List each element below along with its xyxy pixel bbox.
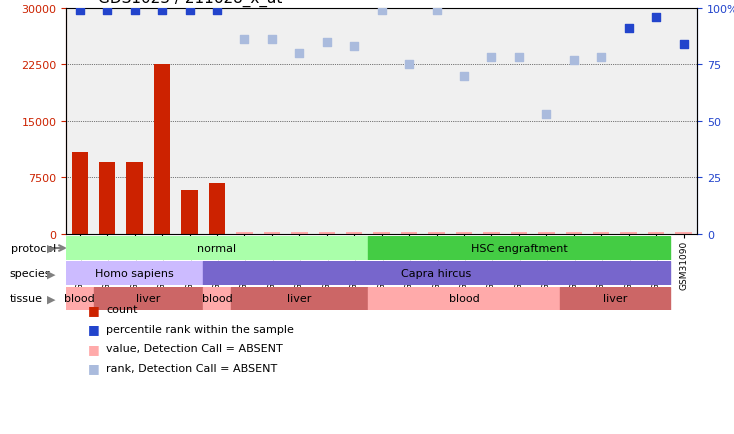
Point [239,37,250,44]
Bar [456,233,472,234]
Text: tissue: tissue [10,294,43,304]
Text: blood: blood [448,294,479,304]
Point [184,7,195,14]
FancyBboxPatch shape [66,237,368,260]
Text: ▶: ▶ [47,294,56,304]
FancyBboxPatch shape [368,237,670,260]
Point [513,55,525,62]
Point [211,7,223,14]
Text: ■: ■ [88,303,100,316]
FancyBboxPatch shape [66,287,93,311]
Bar [236,233,252,234]
Point [431,7,443,14]
Bar [71,153,88,234]
Text: blood: blood [65,294,95,304]
Bar [566,232,582,234]
Text: species: species [10,269,51,279]
Bar [648,233,664,234]
Point [266,37,277,44]
Text: ■: ■ [88,342,100,355]
Point [128,7,140,14]
Text: ■: ■ [88,322,100,335]
FancyBboxPatch shape [66,262,203,286]
Text: protocol: protocol [11,243,57,253]
Point [650,14,662,21]
Text: liver: liver [137,294,161,304]
Point [595,55,607,62]
FancyBboxPatch shape [230,287,368,311]
Text: liver: liver [287,294,311,304]
Text: ▶: ▶ [47,243,56,253]
Bar [264,233,280,234]
Point [403,62,415,69]
Text: percentile rank within the sample: percentile rank within the sample [106,324,294,334]
Point [568,57,580,64]
Bar [511,233,527,234]
Point [677,41,689,48]
Text: liver: liver [603,294,627,304]
Point [321,39,333,46]
Bar [401,233,418,234]
Point [156,7,168,14]
Text: count: count [106,305,138,314]
Point [294,50,305,57]
Bar [675,233,692,234]
Text: Homo sapiens: Homo sapiens [95,269,174,279]
Bar [593,233,609,234]
Bar [126,163,143,234]
Bar [99,162,115,234]
Text: blood: blood [202,294,233,304]
Text: ■: ■ [88,362,100,375]
Text: rank, Detection Call = ABSENT: rank, Detection Call = ABSENT [106,363,277,373]
Point [458,73,470,80]
Point [101,7,113,14]
Bar [208,183,225,234]
FancyBboxPatch shape [203,287,230,311]
Bar [483,233,500,234]
Text: Capra hircus: Capra hircus [401,269,472,279]
Bar [291,232,308,234]
Point [349,43,360,50]
Bar [181,191,197,234]
Bar [620,233,637,234]
Point [540,111,552,118]
Point [486,55,498,62]
Point [623,26,635,33]
FancyBboxPatch shape [203,262,670,286]
FancyBboxPatch shape [560,287,670,311]
Bar [429,233,445,234]
Text: GDS1023 / 211628_x_at: GDS1023 / 211628_x_at [98,0,282,7]
Bar [346,232,363,234]
Bar [538,233,555,234]
Text: HSC engraftment: HSC engraftment [470,243,567,253]
Text: value, Detection Call = ABSENT: value, Detection Call = ABSENT [106,344,283,353]
Bar [154,65,170,234]
Text: normal: normal [197,243,236,253]
Bar [319,232,335,234]
Point [74,7,86,14]
Bar [374,232,390,234]
Point [376,7,388,14]
FancyBboxPatch shape [93,287,203,311]
FancyBboxPatch shape [368,287,560,311]
Text: ▶: ▶ [47,269,56,279]
